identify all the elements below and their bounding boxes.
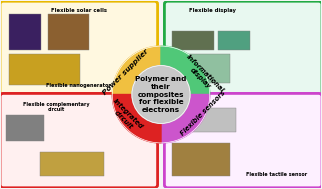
FancyBboxPatch shape [165,93,322,188]
Text: Flexible tactile sensor: Flexible tactile sensor [246,172,307,177]
Text: Flexible display: Flexible display [189,8,236,13]
Circle shape [132,66,190,123]
FancyBboxPatch shape [172,53,230,83]
FancyBboxPatch shape [172,143,230,177]
FancyBboxPatch shape [172,31,214,50]
FancyBboxPatch shape [48,14,89,50]
Wedge shape [161,46,210,94]
Text: Flexible sensors: Flexible sensors [179,90,226,137]
FancyBboxPatch shape [165,1,322,96]
Text: Flexible solar cells: Flexible solar cells [51,8,107,13]
FancyBboxPatch shape [0,93,157,188]
Text: Polymer and
their
composites
for flexible
electrons: Polymer and their composites for flexibl… [135,77,187,112]
Text: Power supplier: Power supplier [102,48,150,96]
FancyBboxPatch shape [40,152,104,177]
Text: Integrated
circuit: Integrated circuit [107,98,145,136]
FancyBboxPatch shape [218,31,251,50]
FancyBboxPatch shape [9,53,80,85]
FancyBboxPatch shape [9,14,41,50]
FancyBboxPatch shape [6,115,44,141]
FancyBboxPatch shape [172,108,236,132]
Text: Flexible complementary
circuit: Flexible complementary circuit [23,101,89,112]
Wedge shape [112,46,161,94]
Text: Flexible nanogenerator: Flexible nanogenerator [46,83,111,88]
Wedge shape [161,94,210,143]
Wedge shape [112,94,161,143]
FancyBboxPatch shape [0,1,157,96]
Text: Informational
display: Informational display [180,53,225,98]
